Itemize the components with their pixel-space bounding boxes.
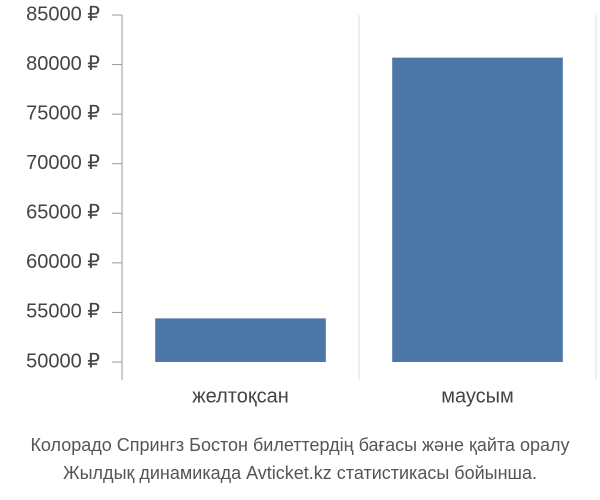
caption-line: Колорадо Спрингз Бостон билеттердің баға… bbox=[30, 435, 569, 455]
x-tick-label: желтоқсан bbox=[192, 385, 288, 407]
caption-line: Жылдық динамикада Avticket.kz статистика… bbox=[63, 463, 537, 483]
bar bbox=[392, 57, 563, 362]
x-tick-label: маусым bbox=[441, 385, 514, 407]
y-tick-label: 60000 ₽ bbox=[26, 251, 100, 273]
y-tick-label: 75000 ₽ bbox=[26, 102, 100, 124]
y-tick-label: 70000 ₽ bbox=[26, 152, 100, 174]
y-tick-label: 85000 ₽ bbox=[26, 3, 100, 25]
y-tick-label: 65000 ₽ bbox=[26, 202, 100, 224]
y-tick-label: 55000 ₽ bbox=[26, 301, 100, 323]
y-tick-label: 50000 ₽ bbox=[26, 350, 100, 372]
bar bbox=[155, 318, 326, 362]
y-tick-label: 80000 ₽ bbox=[26, 53, 100, 75]
